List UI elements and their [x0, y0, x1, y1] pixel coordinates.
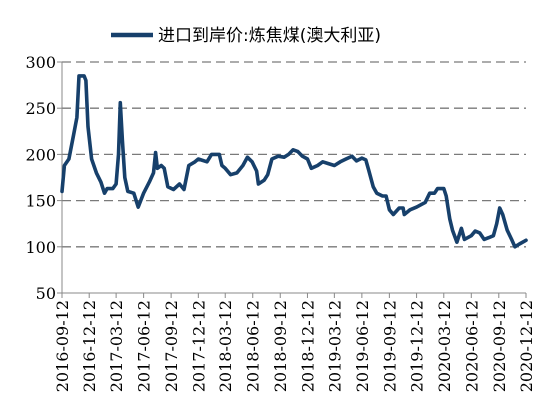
x-tick-label-4: 2017-09-12	[162, 300, 181, 392]
x-tick-label-0: 2016-09-12	[53, 300, 72, 392]
x-tick-label-5: 2017-12-12	[189, 300, 208, 392]
x-tick-label-15: 2020-06-12	[462, 300, 481, 392]
series-layer	[60, 74, 528, 249]
x-tick-label-12: 2019-09-12	[380, 300, 399, 392]
x-tick-label-7: 2018-06-12	[244, 300, 263, 392]
x-tick-label-17: 2020-12-12	[517, 300, 536, 392]
y-tick-label-200: 200	[25, 145, 56, 164]
y-tick-label-100: 100	[25, 238, 56, 257]
x-tick-label-9: 2018-12-12	[298, 300, 317, 392]
x-tick-label-13: 2019-12-12	[408, 300, 427, 392]
x-axis-ticks: 2016-09-12 2016-12-12 2017-03-12 2017-06-12…	[53, 293, 536, 392]
y-tick-label-50: 50	[36, 284, 56, 303]
y-tick-label-300: 300	[25, 53, 56, 72]
x-tick-label-8: 2018-09-12	[271, 300, 290, 392]
x-tick-label-2: 2017-03-12	[107, 300, 126, 392]
x-tick-label-1: 2016-12-12	[80, 300, 99, 392]
x-tick-label-16: 2020-09-12	[490, 300, 509, 392]
series-line-0	[60, 74, 528, 249]
y-tick-label-250: 250	[25, 99, 56, 118]
x-tick-label-14: 2020-03-12	[435, 300, 454, 392]
y-axis-ticks: 50 100 150 200 250 300	[25, 53, 62, 303]
y-tick-label-150: 150	[25, 192, 56, 211]
x-tick-label-6: 2018-03-12	[216, 300, 235, 392]
legend: 进口到岸价:炼焦煤(澳大利亚)	[111, 26, 381, 46]
x-tick-label-11: 2019-06-12	[353, 300, 372, 392]
x-tick-label-3: 2017-06-12	[135, 300, 154, 392]
axes	[61, 62, 526, 294]
legend-label-0: 进口到岸价:炼焦煤(澳大利亚)	[158, 26, 381, 46]
gridlines	[62, 61, 526, 248]
x-tick-label-10: 2019-03-12	[325, 300, 344, 392]
